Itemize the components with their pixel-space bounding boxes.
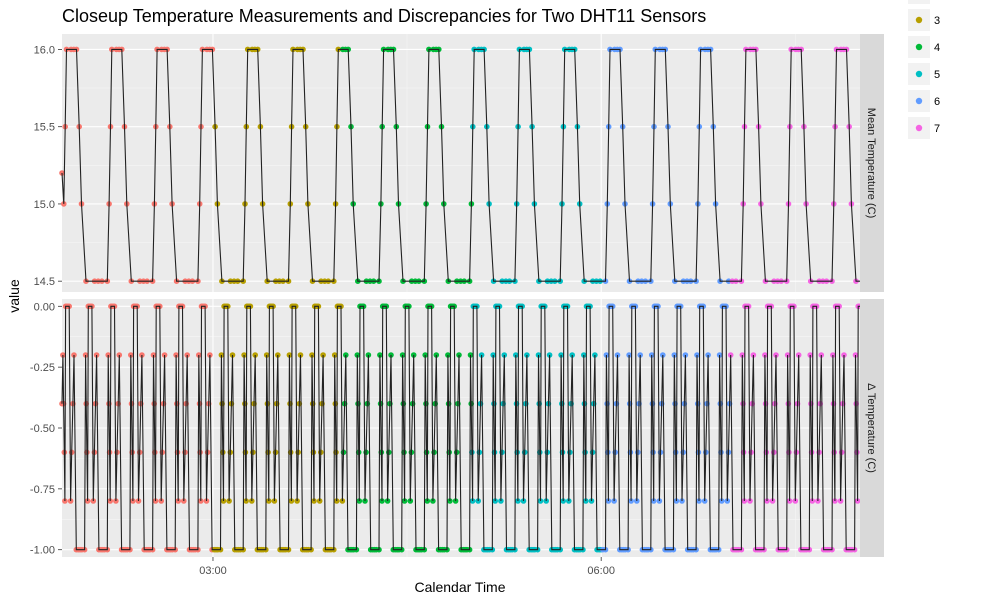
y-tick-label: 16.0 bbox=[34, 44, 55, 56]
legend-key-partial bbox=[908, 0, 930, 4]
series-line bbox=[61, 305, 875, 551]
y-tick-label: 15.5 bbox=[34, 122, 55, 134]
panel-2: -1.00 -0.75 -0.50 -0.25 0.00 Δ Temperature (C… bbox=[30, 299, 884, 557]
y-tick-label: -0.75 bbox=[30, 484, 55, 496]
y-tick-label: 14.5 bbox=[34, 276, 55, 288]
x-tick-label: 03:00 bbox=[199, 565, 227, 577]
y-tick-label: -0.25 bbox=[30, 362, 55, 374]
legend-key bbox=[915, 97, 923, 105]
legend: 3 4 5 6 7 bbox=[908, 0, 940, 139]
legend-key bbox=[915, 124, 923, 132]
series-line bbox=[61, 48, 872, 282]
facet-strip bbox=[860, 34, 884, 292]
y-tick-label: 0.00 bbox=[34, 301, 55, 313]
facet-strip bbox=[860, 299, 884, 557]
legend-label: 6 bbox=[934, 96, 940, 108]
panel-background bbox=[62, 34, 860, 292]
x-tick-label: 06:00 bbox=[587, 565, 615, 577]
legend-label: 7 bbox=[934, 123, 940, 135]
legend-key bbox=[915, 43, 923, 51]
x-axis-title: Calendar Time bbox=[414, 579, 505, 595]
legend-label: 3 bbox=[934, 15, 940, 27]
y-tick-label: -1.00 bbox=[30, 545, 55, 557]
chart-title: Closeup Temperature Measurements and Dis… bbox=[62, 6, 706, 26]
panel-1: 14.5 15.0 15.5 16.0 Mean Temperature (C) bbox=[34, 34, 884, 292]
facet-strip-label: Mean Temperature (C) bbox=[865, 108, 877, 218]
legend-label: 4 bbox=[934, 42, 940, 54]
legend-key bbox=[915, 70, 923, 78]
facet-strip-label: Δ Temperature (C) bbox=[865, 383, 877, 473]
y-tick-label: 15.0 bbox=[34, 199, 55, 211]
legend-key bbox=[915, 16, 923, 24]
facet-panels: 14.5 15.0 15.5 16.0 Mean Temperature (C) -1.0… bbox=[30, 34, 884, 577]
y-tick-label: -0.50 bbox=[30, 423, 55, 435]
legend-label: 5 bbox=[934, 69, 940, 81]
y-axis-title: value bbox=[6, 279, 22, 313]
